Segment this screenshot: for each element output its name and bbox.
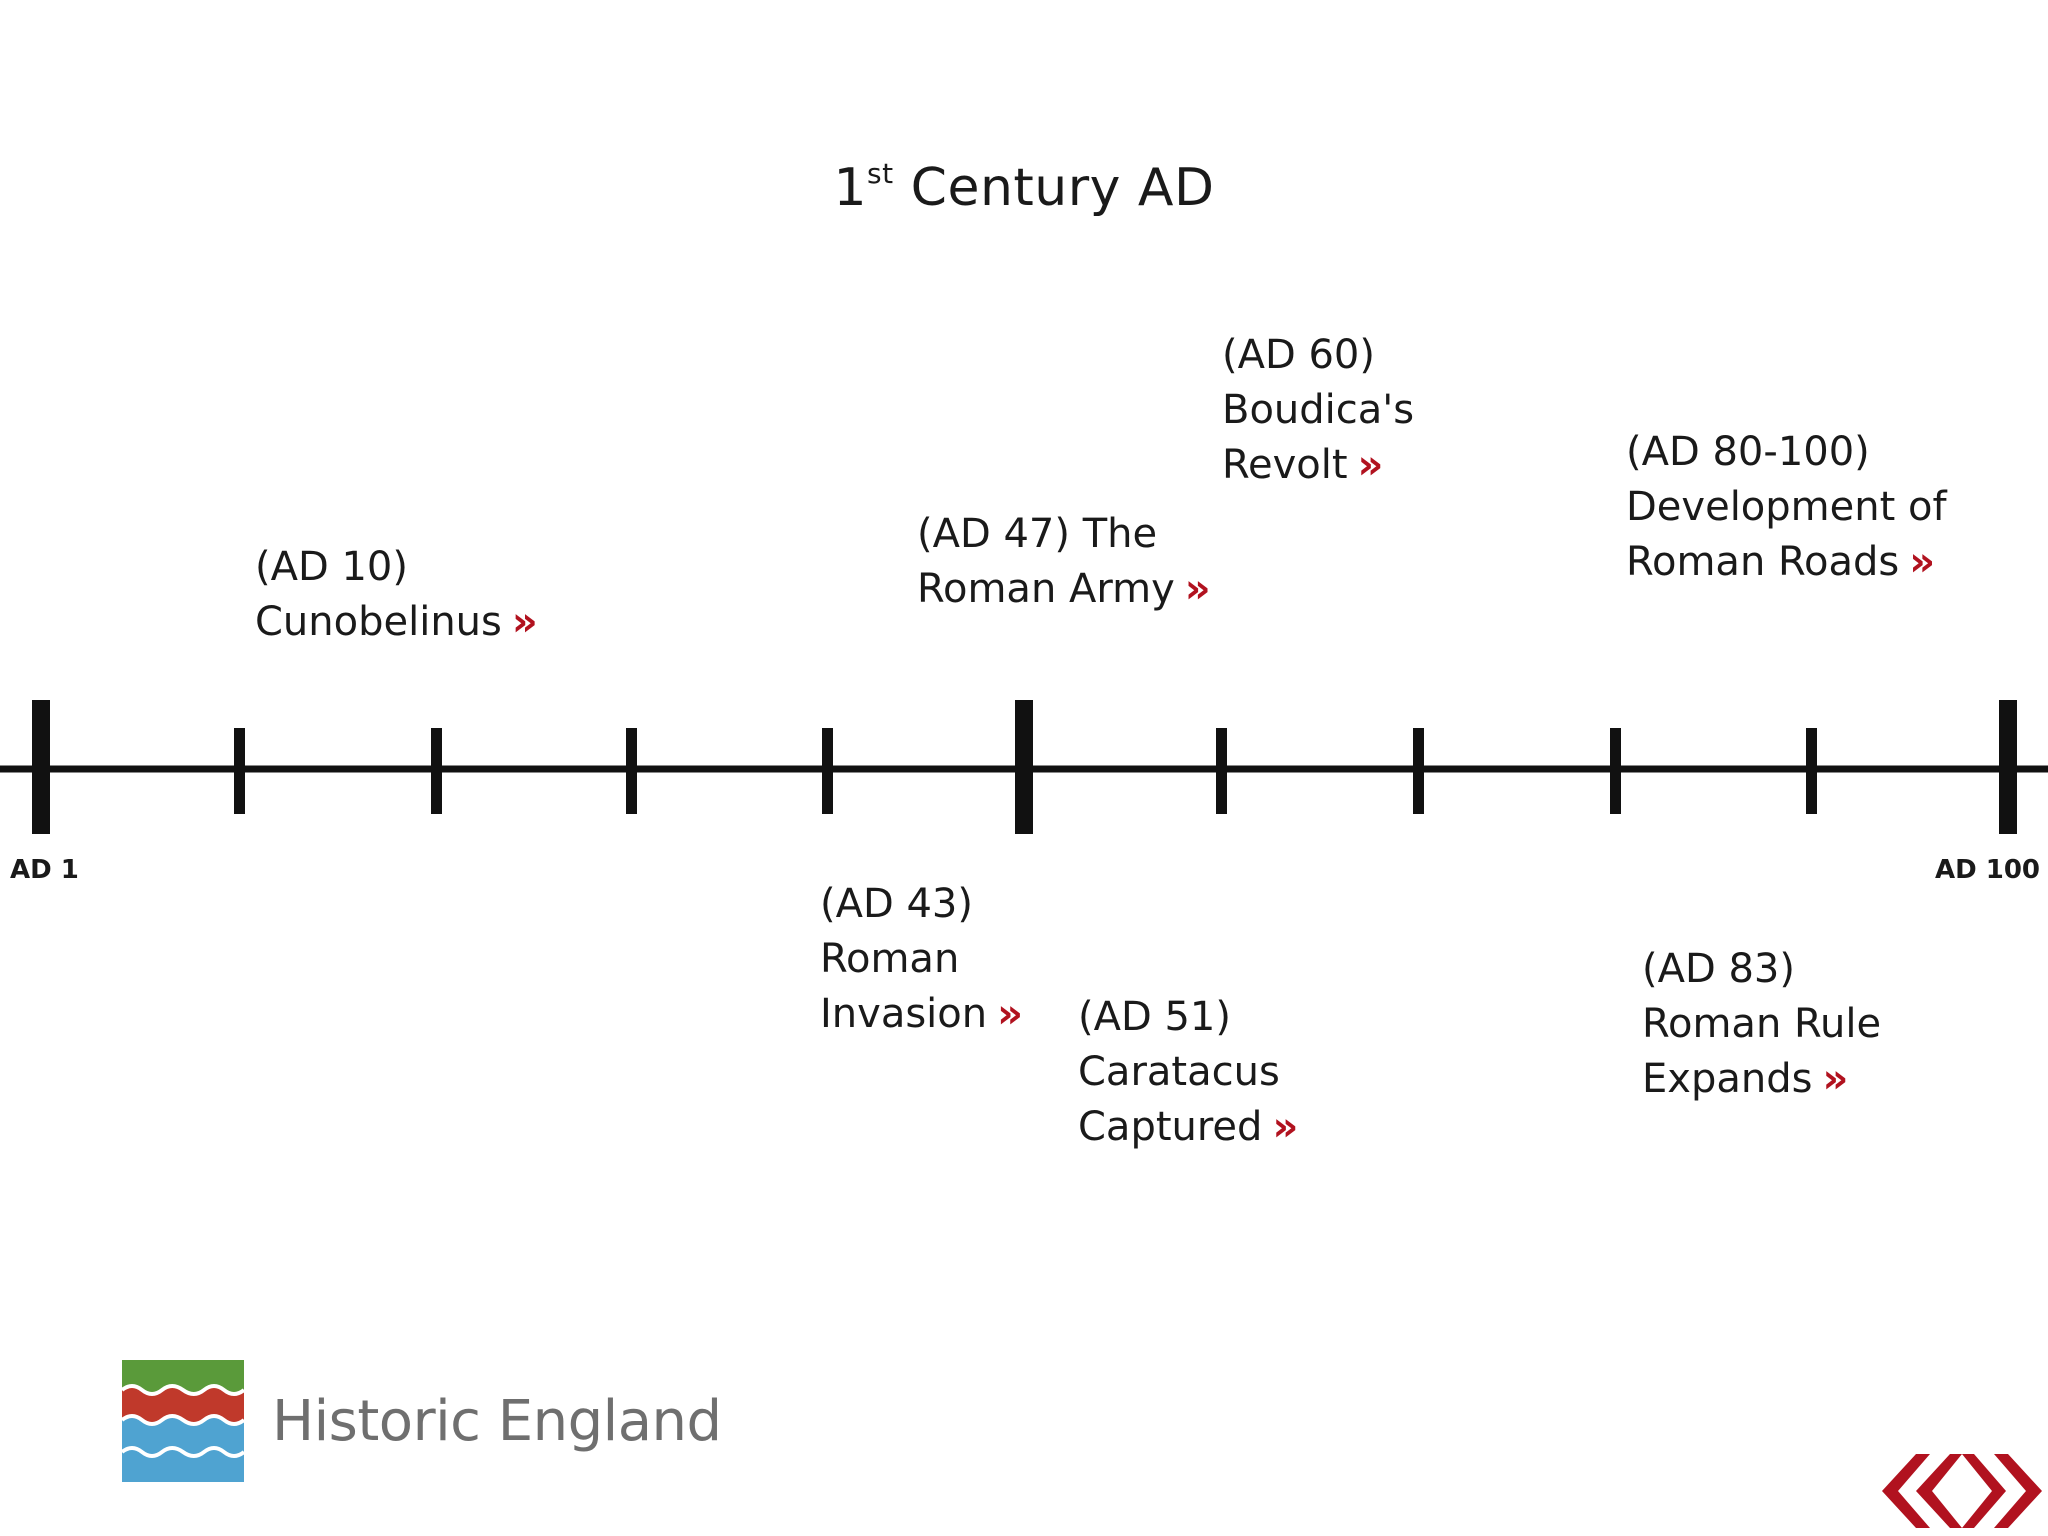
logo-text: Historic England <box>272 1388 722 1454</box>
timeline-major-tick <box>1999 700 2017 834</box>
timeline-major-tick <box>32 700 50 834</box>
event-date: (AD 47) The <box>917 511 1158 557</box>
event-date: (AD 83) <box>1642 946 1795 992</box>
event-label: Development of <box>1626 484 1947 530</box>
event-label: Roman Roads <box>1626 539 1900 585</box>
event-caratacus-captured[interactable]: (AD 51) Caratacus Captured» <box>1078 990 1298 1155</box>
event-label: Expands <box>1642 1056 1813 1102</box>
axis-start-label: AD 1 <box>10 855 79 885</box>
event-label: Revolt <box>1222 442 1348 488</box>
timeline-tick <box>1216 728 1227 814</box>
event-label: Roman Rule <box>1642 1001 1882 1047</box>
event-roman-invasion[interactable]: (AD 43) Roman Invasion» <box>820 877 1023 1042</box>
chevron-right-icon[interactable] <box>1962 1446 2048 1536</box>
event-roman-roads[interactable]: (AD 80-100) Development of Roman Roads» <box>1626 425 1947 590</box>
event-label: Captured <box>1078 1104 1263 1150</box>
timeline-tick <box>626 728 637 814</box>
event-label: Cunobelinus <box>255 599 502 645</box>
timeline-tick <box>1806 728 1817 814</box>
more-arrow-icon[interactable]: » <box>1909 539 1936 585</box>
page-title: 1st Century AD <box>0 156 2048 218</box>
event-cunobelinus[interactable]: (AD 10) Cunobelinus» <box>255 540 538 650</box>
event-roman-rule-expands[interactable]: (AD 83) Roman Rule Expands» <box>1642 942 1881 1107</box>
more-arrow-icon[interactable]: » <box>1822 1056 1849 1102</box>
more-arrow-icon[interactable]: » <box>511 599 538 645</box>
event-date: (AD 43) <box>820 881 973 927</box>
chevron-left-icon[interactable] <box>1876 1446 1962 1536</box>
timeline-tick <box>1413 728 1424 814</box>
timeline-tick <box>234 728 245 814</box>
event-label: Invasion <box>820 991 988 1037</box>
slide-nav <box>1876 1446 2048 1536</box>
event-boudicas-revolt[interactable]: (AD 60) Boudica's Revolt» <box>1222 328 1414 493</box>
title-numeral: 1 <box>833 158 868 218</box>
event-date: (AD 10) <box>255 544 408 590</box>
more-arrow-icon[interactable]: » <box>1357 442 1384 488</box>
title-ordinal: st <box>867 156 894 190</box>
event-date: (AD 60) <box>1222 332 1375 378</box>
event-label: Roman <box>820 936 960 982</box>
timeline-tick <box>822 728 833 814</box>
historic-england-wave-icon <box>122 1360 244 1482</box>
event-roman-army[interactable]: (AD 47) The Roman Army» <box>917 507 1211 617</box>
event-label: Roman Army <box>917 566 1175 612</box>
more-arrow-icon[interactable]: » <box>997 991 1023 1037</box>
axis-end-label: AD 100 <box>1934 855 2040 885</box>
historic-england-logo: Historic England <box>122 1360 722 1482</box>
timeline-tick <box>431 728 442 814</box>
event-label: Boudica's <box>1222 387 1415 433</box>
title-text: Century AD <box>893 158 1215 218</box>
timeline-major-tick <box>1015 700 1033 834</box>
event-date: (AD 80-100) <box>1626 429 1870 475</box>
event-date: (AD 51) <box>1078 994 1231 1040</box>
more-arrow-icon[interactable]: » <box>1272 1104 1299 1150</box>
event-label: Caratacus <box>1078 1049 1280 1095</box>
timeline-tick <box>1610 728 1621 814</box>
more-arrow-icon[interactable]: » <box>1184 566 1211 612</box>
